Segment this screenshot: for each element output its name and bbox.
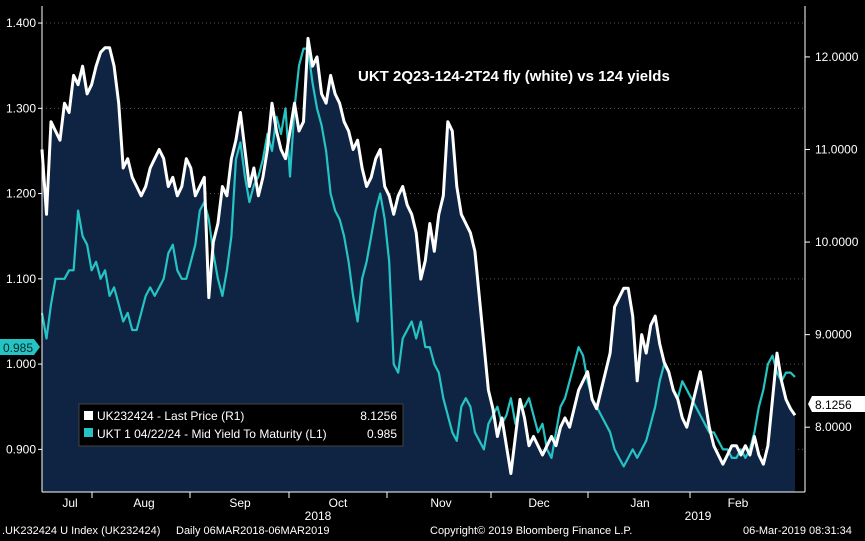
x-axis: Jul Aug Sep Oct Nov Dec Jan Feb 2018 2019: [62, 492, 749, 522]
left-tick-label: 0.900: [6, 442, 36, 456]
x-tick-label: Nov: [430, 496, 451, 510]
chart-axes: 1.400 1.300 1.200 1.100 1.000 0.900 12.0000 11.…: [6, 6, 859, 493]
x-tick-label: Oct: [329, 496, 348, 510]
footer-ticker: .UK232424 U Index (UK232424): [2, 525, 161, 537]
left-tick-label: 1.400: [6, 16, 36, 30]
right-tick-label: 10.0000: [815, 235, 859, 249]
legend: UK232424 - Last Price (R1) 8.1256 UKT 1 …: [78, 403, 404, 447]
footer-copyright: Copyright© 2019 Bloomberg Finance L.P.: [430, 525, 633, 537]
left-tick-label: 1.200: [6, 187, 36, 201]
legend-label-white: UK232424 - Last Price (R1): [97, 409, 244, 423]
right-tick-label: 8.0000: [815, 420, 852, 434]
legend-value-white: 8.1256: [360, 409, 397, 423]
x-year-label: 2019: [685, 509, 712, 522]
right-last-value-label: 8.1256: [815, 398, 852, 412]
x-tick-label: Sep: [229, 496, 251, 510]
x-tick-label: Jul: [62, 496, 77, 510]
right-tick-label: 9.0000: [815, 328, 852, 342]
legend-swatch-teal: [84, 428, 93, 437]
right-tick-label: 12.0000: [815, 50, 859, 64]
left-tick-label: 1.000: [6, 357, 36, 371]
footer-range: Daily 06MAR2018-06MAR2019: [176, 525, 330, 537]
footer-bar: .UK232424 U Index (UK232424) Daily 06MAR…: [0, 522, 865, 541]
left-tick-label: 1.100: [6, 272, 36, 286]
x-tick-label: Feb: [728, 496, 749, 510]
x-tick-label: Jan: [630, 496, 649, 510]
legend-box: [78, 403, 404, 447]
footer-timestamp: 06-Mar-2019 08:31:34: [743, 525, 852, 537]
series-line-fly: [40, 36, 797, 475]
left-tick-label: 1.300: [6, 101, 36, 115]
chart-title: UKT 2Q23-124-2T24 fly (white) vs 124 yie…: [358, 68, 670, 85]
chart-lines: [40, 36, 797, 475]
left-last-value-label: 0.985: [3, 341, 33, 355]
chart-canvas: 1.400 1.300 1.200 1.100 1.000 0.900 12.0000 11.…: [0, 6, 865, 522]
left-last-value-marker: 0.985: [0, 339, 40, 355]
x-tick-label: Aug: [133, 496, 154, 510]
x-year-label: 2018: [305, 509, 332, 522]
legend-label-teal: UKT 1 04/22/24 - Mid Yield To Maturity (…: [97, 427, 327, 441]
legend-value-teal: 0.985: [367, 427, 397, 441]
right-tick-label: 11.0000: [815, 142, 858, 156]
right-last-value-marker: 8.1256: [808, 396, 865, 412]
x-tick-label: Dec: [528, 496, 549, 510]
legend-swatch-white: [84, 411, 93, 420]
